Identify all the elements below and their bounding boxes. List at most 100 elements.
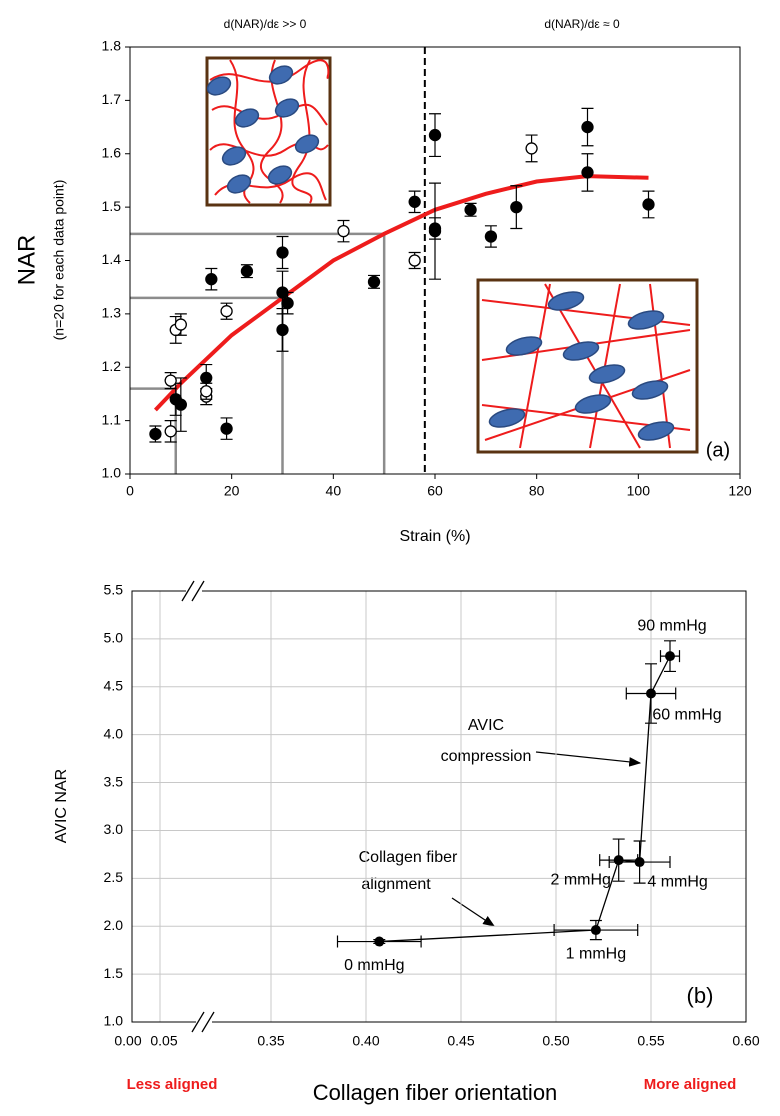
y-axis-label: AVIC NAR [53,769,70,843]
y-tick-label: 3.0 [104,821,124,837]
data-point [220,305,233,318]
data-point [525,142,538,155]
y-tick-label: 1.2 [102,358,122,374]
y-tick-label: 5.0 [104,630,124,646]
x-tick-label: 100 [627,483,651,499]
x-tick-label: 0.35 [257,1033,284,1049]
y-tick-label: 1.7 [102,91,122,107]
y-axis-sublabel: (n=20 for each data point) [51,180,67,341]
axis-break [181,580,205,602]
y-tick-label: 1.4 [102,251,122,267]
data-point [240,265,254,278]
x-tick-label: 0.05 [150,1033,177,1049]
y-tick-label: 1.5 [102,198,122,214]
data-point [367,275,381,289]
x-axis-note: Less aligned [127,1076,218,1093]
data-point [510,200,523,214]
y-tick-label: 4.5 [104,677,124,693]
y-tick-label: 1.0 [102,465,122,481]
y-axis-label: NAR [13,235,40,286]
fit-curve [153,174,649,412]
y-tick-label: 1.0 [104,1013,124,1029]
annotation: d(NAR)/dε ≈ 0 [544,17,620,31]
data-point [220,422,233,435]
data-point [613,855,624,866]
annotation: AVIC [468,717,504,734]
data-point [200,385,213,398]
x-axis-label: Collagen fiber orientation [313,1080,558,1105]
point-label: 1 mmHg [566,945,626,962]
y-tick-label: 1.3 [102,305,122,321]
data-point [174,398,187,411]
data-point [200,371,213,385]
y-tick-label: 2.0 [104,917,124,933]
data-point [408,254,421,267]
data-point [174,318,187,331]
annotation: d(NAR)/dε >> 0 [224,17,307,31]
y-tick-label: 1.6 [102,144,122,160]
x-tick-label: 0.40 [352,1033,379,1049]
x-tick-label: 80 [529,483,545,499]
axis-break [191,1011,215,1033]
x-tick-label: 0.00 [114,1033,141,1049]
y-tick-label: 3.5 [104,773,124,789]
y-tick-label: 4.0 [104,725,124,741]
data-point [634,857,645,868]
axis-break-gap [196,1012,212,1032]
x-tick-label: 60 [427,483,443,499]
x-tick-label: 20 [224,483,240,499]
x-tick-label: 0 [126,483,134,499]
data-point [646,688,656,699]
guide-line [130,232,386,474]
data-point [428,128,442,142]
y-tick-label: 1.5 [104,965,124,981]
x-tick-label: 0.45 [447,1033,474,1049]
x-tick-label: 0.60 [732,1033,759,1049]
annotation: Collagen fiber [359,849,458,866]
arrow [451,897,495,927]
data-point [276,323,289,337]
panel-label: (a) [706,439,730,461]
data-point [337,224,350,238]
data-point [149,427,162,441]
data-point [205,273,218,286]
inset-curved-fibers [205,56,332,207]
data-point [164,374,177,387]
x-axis-note: More aligned [644,1076,737,1093]
data-point [484,230,498,243]
data-point [428,224,442,238]
data-point [642,198,655,211]
arrow [535,751,642,767]
x-tick-label: 120 [728,483,752,499]
y-tick-label: 2.5 [104,869,124,885]
annotation: alignment [361,876,431,893]
axis-break-gap [186,581,202,601]
data-point [665,651,675,662]
data-point [408,195,421,208]
plot-frame [129,46,741,475]
point-label: 2 mmHg [550,871,610,888]
data-point [464,203,477,216]
data-point [581,120,594,134]
data-point [281,297,294,310]
x-tick-label: 40 [326,483,342,499]
point-label: 60 mmHg [652,707,721,724]
y-tick-label: 1.8 [102,38,122,54]
panel-label: (b) [687,983,714,1008]
inset-straight-fibers [476,278,699,454]
y-tick-label: 1.1 [102,411,122,427]
annotation: compression [441,748,532,765]
x-axis-label: Strain (%) [399,528,470,545]
data-point [276,246,289,259]
point-label: 4 mmHg [647,873,707,890]
point-label: 0 mmHg [344,957,404,974]
data-point [590,925,601,936]
data-line [379,655,671,943]
plot-frame [131,590,747,1023]
x-tick-label: 0.55 [637,1033,664,1049]
y-tick-label: 5.5 [104,582,124,598]
data-point [581,166,594,179]
x-tick-label: 0.50 [542,1033,569,1049]
